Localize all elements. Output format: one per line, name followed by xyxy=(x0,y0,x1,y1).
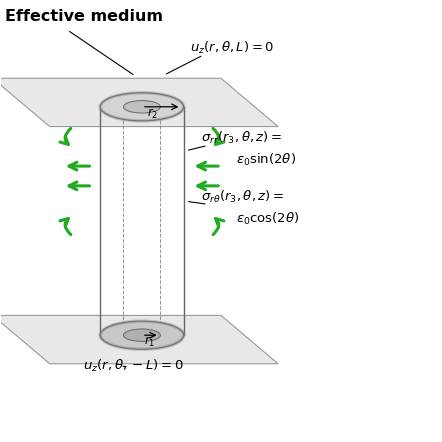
Text: $\sigma_{r\theta}(r_3,\theta,z)=$: $\sigma_{r\theta}(r_3,\theta,z)=$ xyxy=(201,189,284,206)
Polygon shape xyxy=(0,78,278,126)
Text: $\varepsilon_0\sin(2\theta)$: $\varepsilon_0\sin(2\theta)$ xyxy=(236,152,297,168)
Text: $u_z(r,\theta,-L)=0$: $u_z(r,\theta,-L)=0$ xyxy=(83,358,183,373)
Ellipse shape xyxy=(100,93,184,121)
Text: $u_z(r,\theta,L)=0$: $u_z(r,\theta,L)=0$ xyxy=(190,40,274,56)
Polygon shape xyxy=(0,316,278,364)
Text: $\varepsilon_0\cos(2\theta)$: $\varepsilon_0\cos(2\theta)$ xyxy=(236,211,300,227)
Text: $r_2$: $r_2$ xyxy=(147,107,159,121)
Ellipse shape xyxy=(123,329,160,341)
Ellipse shape xyxy=(123,101,160,113)
Text: Effective medium: Effective medium xyxy=(5,9,163,24)
Ellipse shape xyxy=(100,321,184,349)
Text: $\sigma_{rr}(r_3,\theta,z)=$: $\sigma_{rr}(r_3,\theta,z)=$ xyxy=(201,130,282,146)
Text: $r_1$: $r_1$ xyxy=(144,335,156,349)
